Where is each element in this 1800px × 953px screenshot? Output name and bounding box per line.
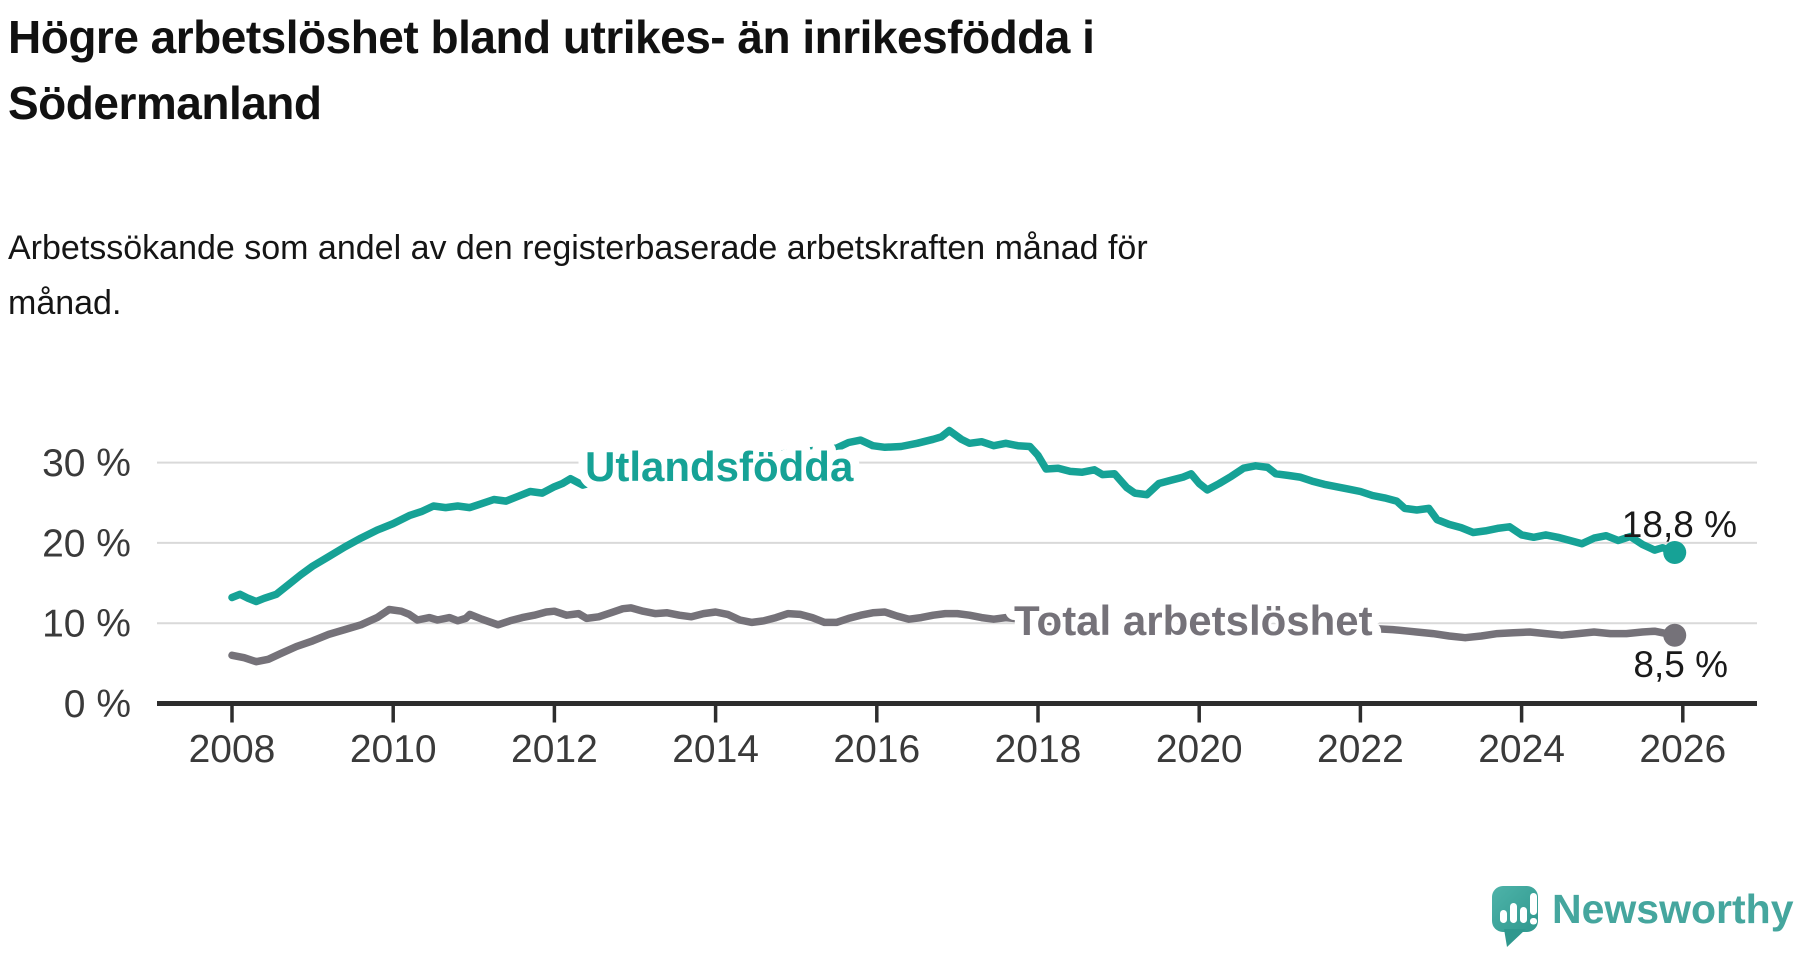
x-tick-label: 2014	[672, 728, 759, 771]
x-tick-label: 2010	[350, 728, 437, 771]
end-dot-utlandsfodda	[1663, 541, 1687, 565]
x-tick-label: 2018	[995, 728, 1082, 771]
end-dot-total-arbetsloshet	[1663, 623, 1687, 647]
axis-and-series-labels: 0 % 10 % 20 % 30 % 2008 2010 2012 2014 2016 2018 2…	[42, 434, 1737, 771]
x-axis	[157, 701, 1757, 723]
exclamation-bar	[1530, 893, 1537, 915]
x-tick-label: 2012	[511, 728, 598, 771]
exclamation-dot	[1530, 918, 1537, 925]
x-tick-label: 2016	[833, 728, 920, 771]
chart-subtitle: Arbetssökande som andel av den registerb…	[8, 221, 1508, 331]
bubble-tail	[1504, 929, 1526, 947]
y-tick-label: 20 %	[42, 522, 131, 565]
chart-subtitle-line-2: månad.	[8, 284, 122, 322]
x-tick-label: 2008	[189, 728, 276, 771]
x-tick-label: 2020	[1156, 728, 1243, 771]
newsworthy-bubble-chart-icon	[1492, 886, 1538, 947]
line-total-arbetsloshet	[228, 604, 1679, 666]
series-label-utlandsfodda: Utlandsfödda	[585, 443, 854, 490]
bar-2	[1510, 903, 1517, 923]
chart-subtitle-line-1: Arbetssökande som andel av den registerb…	[8, 229, 1148, 267]
bar-1	[1500, 910, 1507, 923]
x-tick-label: 2022	[1317, 728, 1404, 771]
bar-3	[1520, 907, 1527, 923]
chart-title-line-1: Högre arbetslöshet bland utrikes- än inr…	[8, 11, 1095, 63]
chart-title-line-2: Södermanland	[8, 77, 322, 129]
newsworthy-wordmark: Newsworthy	[1552, 886, 1794, 932]
newsworthy-logo: Newsworthy	[1488, 880, 1800, 948]
series-lines	[228, 426, 1687, 666]
end-value-label-total-arbetsloshet: 8,5 %	[1633, 644, 1728, 685]
end-value-label-utlandsfodda: 18,8 %	[1622, 504, 1737, 545]
x-tick-label: 2026	[1639, 728, 1726, 771]
x-tick-label: 2024	[1478, 728, 1565, 771]
y-tick-label: 30 %	[42, 442, 131, 485]
line-utlandsfodda	[228, 426, 1679, 606]
gridlines	[157, 461, 1757, 625]
y-tick-label: 0 %	[64, 683, 131, 726]
y-tick-label: 10 %	[42, 603, 131, 646]
chart-title: Högre arbetslöshet bland utrikes- än inr…	[8, 4, 1748, 136]
series-label-total-arbetsloshet: Total arbetslöshet	[1014, 597, 1373, 644]
